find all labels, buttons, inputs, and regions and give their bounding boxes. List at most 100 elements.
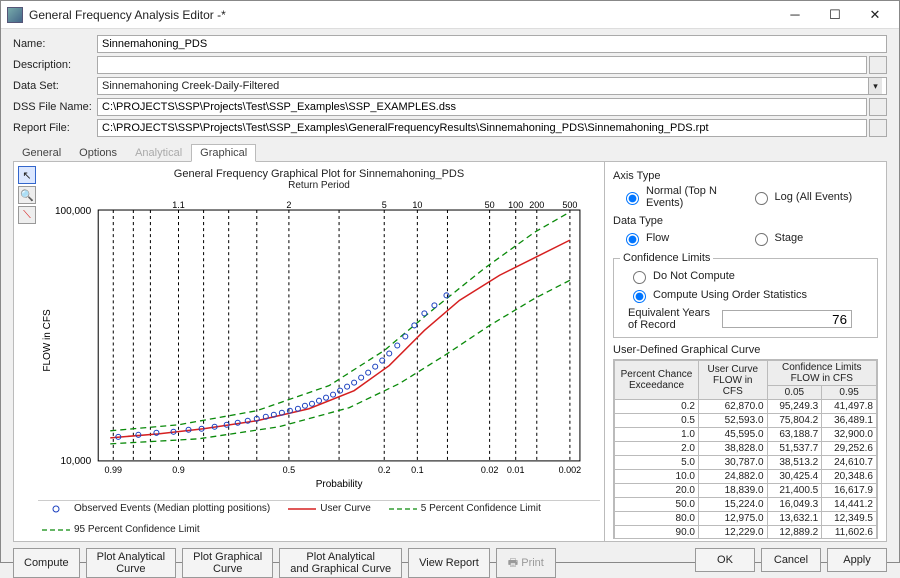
table-cell[interactable]: 12,975.0 xyxy=(699,512,768,526)
tab-general[interactable]: General xyxy=(13,144,70,161)
report-file-input[interactable] xyxy=(97,119,867,137)
confidence-title: Confidence Limits xyxy=(620,252,713,264)
table-cell[interactable]: 62,870.0 xyxy=(699,400,768,414)
table-row[interactable]: 90.012,229.012,889.211,602.6 xyxy=(615,526,877,540)
table-cell[interactable]: 30,425.4 xyxy=(767,470,822,484)
table-cell[interactable]: 10.0 xyxy=(615,470,699,484)
user-curve-table: Percent Chance Exceedance User Curve FLO… xyxy=(614,360,877,539)
line-tool[interactable]: ⟍ xyxy=(18,206,36,224)
table-cell[interactable]: 21,400.5 xyxy=(767,484,822,498)
compute-button[interactable]: Compute xyxy=(13,548,80,578)
table-cell[interactable]: 12,229.0 xyxy=(699,526,768,540)
svg-text:0.1: 0.1 xyxy=(411,465,424,475)
table-cell[interactable]: 13,632.1 xyxy=(767,512,822,526)
table-cell[interactable]: 90.0 xyxy=(615,526,699,540)
table-cell[interactable]: 51,537.7 xyxy=(767,442,822,456)
table-cell[interactable]: 1.0 xyxy=(615,428,699,442)
table-row[interactable]: 50.015,224.016,049.314,441.2 xyxy=(615,498,877,512)
table-cell[interactable]: 20,348.6 xyxy=(822,470,877,484)
name-input[interactable] xyxy=(97,35,887,53)
form-area: Name: Description: Data Set: Sinnemahoni… xyxy=(1,29,899,142)
plot-analytical-button[interactable]: Plot Analytical Curve xyxy=(86,548,176,578)
svg-text:0.9: 0.9 xyxy=(172,465,185,475)
eq-years-input[interactable] xyxy=(722,310,852,328)
table-row[interactable]: 0.262,870.095,249.341,497.8 xyxy=(615,400,877,414)
table-row[interactable]: 10.024,882.030,425.420,348.6 xyxy=(615,470,877,484)
table-cell[interactable]: 95,249.3 xyxy=(767,400,822,414)
table-cell[interactable]: 38,513.2 xyxy=(767,456,822,470)
table-cell[interactable]: 41,497.8 xyxy=(822,400,877,414)
report-browse-button[interactable] xyxy=(869,119,887,137)
table-cell[interactable]: 63,188.7 xyxy=(767,428,822,442)
table-cell[interactable]: 16,617.9 xyxy=(822,484,877,498)
table-cell[interactable]: 12,889.2 xyxy=(767,526,822,540)
chart-title: General Frequency Graphical Plot for Sin… xyxy=(38,168,600,180)
table-cell[interactable]: 24,610.7 xyxy=(822,456,877,470)
table-row[interactable]: 20.018,839.021,400.516,617.9 xyxy=(615,484,877,498)
zoom-tool[interactable]: 🔍 xyxy=(18,186,36,204)
table-cell[interactable]: 80.0 xyxy=(615,512,699,526)
user-curve-title: User-Defined Graphical Curve xyxy=(613,344,878,356)
col-005: 0.05 xyxy=(767,386,822,400)
titlebar: General Frequency Analysis Editor -* ─ ☐… xyxy=(1,1,899,29)
tab-options[interactable]: Options xyxy=(70,144,126,161)
table-cell[interactable]: 75,804.2 xyxy=(767,414,822,428)
table-cell[interactable]: 18,839.0 xyxy=(699,484,768,498)
apply-button[interactable]: Apply xyxy=(827,548,887,572)
table-cell[interactable]: 16,049.3 xyxy=(767,498,822,512)
dataset-combo[interactable]: Sinnemahoning Creek-Daily-Filtered ▾ xyxy=(97,77,887,95)
data-stage-radio[interactable] xyxy=(755,233,768,246)
table-cell[interactable]: 38,828.0 xyxy=(699,442,768,456)
conf-none-label: Do Not Compute xyxy=(653,270,735,282)
table-cell[interactable]: 11,602.6 xyxy=(822,526,877,540)
ok-button[interactable]: OK xyxy=(695,548,755,572)
table-row[interactable]: 2.038,828.051,537.729,252.6 xyxy=(615,442,877,456)
close-button[interactable]: ✕ xyxy=(855,2,895,28)
conf-order-radio[interactable] xyxy=(633,290,646,303)
table-cell[interactable]: 30,787.0 xyxy=(699,456,768,470)
table-cell[interactable]: 15,224.0 xyxy=(699,498,768,512)
maximize-button[interactable]: ☐ xyxy=(815,2,855,28)
svg-text:0.02: 0.02 xyxy=(481,465,499,475)
tab-graphical[interactable]: Graphical xyxy=(191,144,256,162)
table-cell[interactable]: 29,252.6 xyxy=(822,442,877,456)
pointer-tool[interactable]: ↖ xyxy=(18,166,36,184)
table-cell[interactable]: 0.2 xyxy=(615,400,699,414)
conf-order-label: Compute Using Order Statistics xyxy=(653,289,807,301)
conf-none-radio[interactable] xyxy=(633,271,646,284)
table-cell[interactable]: 36,489.1 xyxy=(822,414,877,428)
table-cell[interactable]: 45,595.0 xyxy=(699,428,768,442)
data-flow-radio[interactable] xyxy=(626,233,639,246)
cancel-button[interactable]: Cancel xyxy=(761,548,821,572)
tab-analytical: Analytical xyxy=(126,144,191,161)
y-tick-lo: 10,000 xyxy=(61,456,92,467)
table-cell[interactable]: 14,441.2 xyxy=(822,498,877,512)
table-cell[interactable]: 2.0 xyxy=(615,442,699,456)
dss-browse-button[interactable] xyxy=(869,98,887,116)
table-cell[interactable]: 5.0 xyxy=(615,456,699,470)
chart-subtitle: Return Period xyxy=(38,180,600,191)
table-row[interactable]: 1.045,595.063,188.732,900.0 xyxy=(615,428,877,442)
description-more-button[interactable] xyxy=(869,56,887,74)
description-input[interactable] xyxy=(97,56,867,74)
plot-both-button[interactable]: Plot Analytical and Graphical Curve xyxy=(279,548,402,578)
table-cell[interactable]: 32,900.0 xyxy=(822,428,877,442)
plot-graphical-button[interactable]: Plot Graphical Curve xyxy=(182,548,273,578)
table-row[interactable]: 5.030,787.038,513.224,610.7 xyxy=(615,456,877,470)
svg-text:0.2: 0.2 xyxy=(378,465,391,475)
axis-normal-radio[interactable] xyxy=(626,192,639,205)
table-cell[interactable]: 50.0 xyxy=(615,498,699,512)
minimize-button[interactable]: ─ xyxy=(775,2,815,28)
table-cell[interactable]: 0.5 xyxy=(615,414,699,428)
axis-log-radio[interactable] xyxy=(755,192,768,205)
table-cell[interactable]: 20.0 xyxy=(615,484,699,498)
dss-file-input[interactable] xyxy=(97,98,867,116)
table-cell[interactable]: 12,349.5 xyxy=(822,512,877,526)
table-cell[interactable]: 24,882.0 xyxy=(699,470,768,484)
view-report-button[interactable]: View Report xyxy=(408,548,490,578)
axis-type-title: Axis Type xyxy=(613,170,878,182)
svg-text:0.002: 0.002 xyxy=(559,465,582,475)
table-cell[interactable]: 52,593.0 xyxy=(699,414,768,428)
table-row[interactable]: 80.012,975.013,632.112,349.5 xyxy=(615,512,877,526)
table-row[interactable]: 0.552,593.075,804.236,489.1 xyxy=(615,414,877,428)
